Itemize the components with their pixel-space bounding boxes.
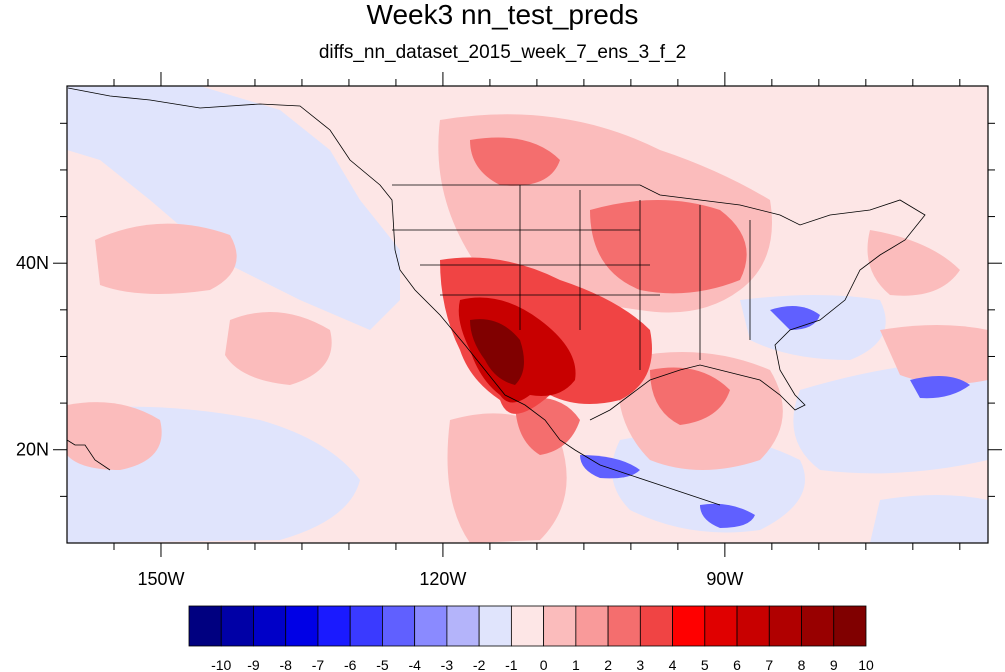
colorbar-label: 0 bbox=[540, 657, 548, 672]
colorbar-label: -4 bbox=[408, 657, 421, 672]
anomaly-positive-medium bbox=[470, 137, 747, 455]
colorbar-swatch bbox=[639, 605, 673, 647]
colorbar-swatch bbox=[446, 605, 480, 647]
colorbar-label: 4 bbox=[669, 657, 677, 672]
colorbar-label: 2 bbox=[604, 657, 612, 672]
colorbar-swatch bbox=[736, 605, 770, 647]
colorbar: -10 -9 -8 -7 -6 -5 -4 -3 -2 -1 0 1 2 3 4 5 6 7 8 9 10 bbox=[188, 605, 874, 672]
colorbar-label: 5 bbox=[701, 657, 709, 672]
colorbar-label: 7 bbox=[765, 657, 773, 672]
colorbar-swatch bbox=[382, 605, 416, 647]
colorbar-swatch bbox=[188, 605, 222, 647]
colorbar-label: -2 bbox=[473, 657, 486, 672]
x-tick-label: 150W bbox=[137, 569, 184, 589]
colorbar-label: -10 bbox=[211, 657, 231, 672]
colorbar-label: -5 bbox=[376, 657, 389, 672]
anomaly-negative-light bbox=[67, 86, 988, 543]
colorbar-label: -7 bbox=[312, 657, 325, 672]
colorbar-swatch bbox=[833, 605, 867, 647]
colorbar-swatch bbox=[672, 605, 706, 647]
chart-subtitle: diffs_nn_dataset_2015_week_7_ens_3_f_2 bbox=[318, 42, 687, 63]
map-frame bbox=[66, 85, 989, 544]
colorbar-label: -1 bbox=[505, 657, 518, 672]
y-axis: 40N 20N bbox=[16, 122, 1002, 497]
colorbar-swatch bbox=[478, 605, 512, 647]
map-panel bbox=[67, 86, 988, 543]
colorbar-label: 9 bbox=[830, 657, 838, 672]
colorbar-swatch bbox=[801, 605, 835, 647]
colorbar-label: -8 bbox=[279, 657, 292, 672]
colorbar-swatch bbox=[285, 605, 319, 647]
colorbar-swatch bbox=[543, 605, 577, 647]
coastlines bbox=[67, 87, 926, 506]
colorbar-swatch bbox=[317, 605, 351, 647]
colorbar-label: 10 bbox=[858, 657, 874, 672]
colorbar-swatch bbox=[349, 605, 383, 647]
y-tick-label: 20N bbox=[16, 440, 49, 460]
x-tick-label: 120W bbox=[419, 569, 466, 589]
colorbar-swatch bbox=[575, 605, 609, 647]
colorbar-swatch bbox=[768, 605, 802, 647]
anomaly-positive-max bbox=[470, 319, 524, 385]
colorbar-swatch bbox=[510, 605, 545, 647]
colorbar-label: -6 bbox=[344, 657, 357, 672]
colorbar-swatch bbox=[253, 605, 287, 647]
colorbar-label: 6 bbox=[733, 657, 741, 672]
colorbar-label: 3 bbox=[636, 657, 644, 672]
colorbar-label: 8 bbox=[798, 657, 806, 672]
colorbar-swatch bbox=[704, 605, 738, 647]
x-axis: 150W 120W 90W bbox=[113, 72, 961, 589]
x-tick-label: 90W bbox=[706, 569, 743, 589]
chart-title: Week3 nn_test_preds bbox=[366, 0, 639, 30]
colorbar-swatch bbox=[607, 605, 641, 647]
colorbar-label: -9 bbox=[247, 657, 260, 672]
colorbar-swatch bbox=[220, 605, 254, 647]
y-tick-label: 40N bbox=[16, 253, 49, 273]
colorbar-label: -3 bbox=[441, 657, 454, 672]
anomaly-negative-strong bbox=[580, 306, 970, 528]
colorbar-label: 1 bbox=[572, 657, 580, 672]
colorbar-swatch bbox=[414, 605, 448, 647]
